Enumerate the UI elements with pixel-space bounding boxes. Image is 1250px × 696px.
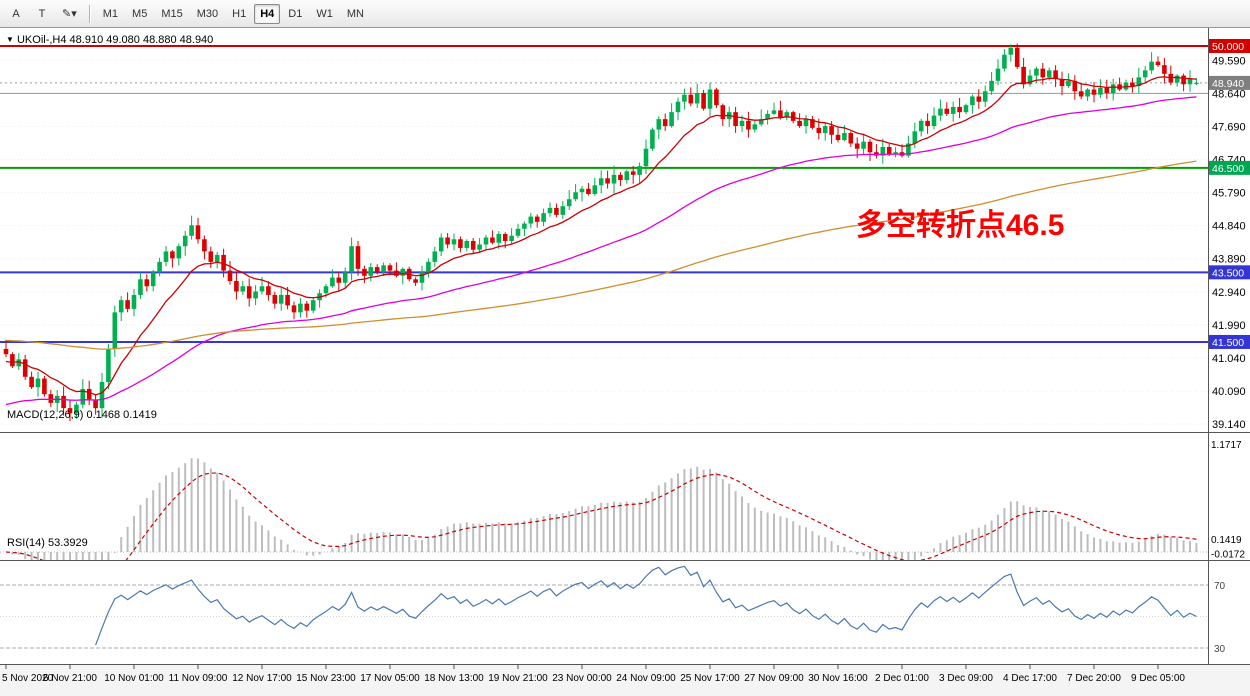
svg-text:44.840: 44.840	[1212, 221, 1246, 233]
price-chart[interactable]: 49.59048.64047.69046.74045.79044.84043.8…	[0, 28, 1250, 696]
symbol-marker-icon: ▼	[6, 35, 14, 44]
svg-text:25 Nov 17:00: 25 Nov 17:00	[680, 673, 740, 684]
toolbar: A T ✎▾ M1 M5 M15 M30 H1 H4 D1 W1 MN	[0, 0, 1250, 28]
svg-text:70: 70	[1214, 581, 1226, 592]
svg-text:9 Dec 05:00: 9 Dec 05:00	[1131, 673, 1185, 684]
svg-text:47.690: 47.690	[1212, 121, 1246, 133]
svg-text:4 Dec 17:00: 4 Dec 17:00	[1003, 673, 1057, 684]
quote-text: UKOil-,H4 48.910 49.080 48.880 48.940	[16, 34, 214, 46]
svg-text:40.090: 40.090	[1212, 386, 1246, 398]
price-pane	[0, 43, 1208, 425]
svg-text:45.790: 45.790	[1212, 188, 1246, 200]
timeframe-d1-button[interactable]: D1	[282, 4, 308, 24]
svg-text:15 Nov 23:00: 15 Nov 23:00	[296, 673, 356, 684]
timeframe-m1-button[interactable]: M1	[97, 4, 124, 24]
svg-text:41.990: 41.990	[1212, 320, 1246, 332]
svg-text:6 Nov 21:00: 6 Nov 21:00	[43, 673, 97, 684]
svg-text:49.590: 49.590	[1212, 55, 1246, 67]
quote-header: ▼ UKOil-,H4 48.910 49.080 48.880 48.940	[6, 34, 213, 46]
timeframe-mn-button[interactable]: MN	[341, 4, 370, 24]
svg-text:46.500: 46.500	[1212, 163, 1244, 175]
ma-55-line	[5, 96, 1197, 406]
svg-text:48.940: 48.940	[1212, 78, 1244, 90]
svg-text:2 Dec 01:00: 2 Dec 01:00	[875, 673, 929, 684]
svg-text:17 Nov 05:00: 17 Nov 05:00	[360, 673, 420, 684]
svg-text:7 Dec 20:00: 7 Dec 20:00	[1067, 673, 1121, 684]
svg-text:10 Nov 01:00: 10 Nov 01:00	[104, 673, 164, 684]
rsi-indicator-label: RSI(14) 53.3929	[7, 537, 88, 549]
draw-tool-button[interactable]: ✎▾	[56, 4, 83, 24]
toolbar-separator	[88, 4, 91, 23]
ma-160-line	[5, 160, 1197, 350]
rsi-line	[95, 565, 1197, 646]
timeframe-m15-button[interactable]: M15	[155, 4, 188, 24]
svg-text:30: 30	[1214, 644, 1226, 655]
tool-button-group: A T ✎▾	[4, 4, 83, 24]
svg-text:3 Dec 09:00: 3 Dec 09:00	[939, 673, 993, 684]
svg-text:0.1419: 0.1419	[1211, 535, 1242, 546]
timeframe-group: M1 M5 M15 M30 H1 H4 D1 W1 MN	[97, 3, 370, 24]
timeframe-m30-button[interactable]: M30	[191, 4, 224, 24]
price-scale[interactable]: 49.59048.64047.69046.74045.79044.84043.8…	[1209, 39, 1250, 655]
svg-text:11 Nov 09:00: 11 Nov 09:00	[169, 673, 228, 684]
cursor-tool-button[interactable]: A	[4, 4, 28, 24]
svg-text:24 Nov 09:00: 24 Nov 09:00	[616, 673, 676, 684]
svg-text:19 Nov 21:00: 19 Nov 21:00	[488, 673, 548, 684]
svg-text:18 Nov 13:00: 18 Nov 13:00	[424, 673, 484, 684]
svg-text:30 Nov 16:00: 30 Nov 16:00	[808, 673, 868, 684]
svg-text:1.1717: 1.1717	[1211, 440, 1242, 451]
svg-text:39.140: 39.140	[1212, 419, 1246, 431]
macd-pane	[0, 458, 1208, 560]
timeframe-w1-button[interactable]: W1	[310, 4, 339, 24]
chart-area: 49.590 48.640 47.690 46.740 45.790 44.840 43.8…	[0, 28, 1250, 696]
svg-text:41.040: 41.040	[1212, 353, 1246, 365]
rsi-pane	[0, 565, 1208, 649]
svg-text:48.640: 48.640	[1212, 88, 1246, 100]
text-tool-button[interactable]: T	[30, 4, 54, 24]
timeframe-m5-button[interactable]: M5	[126, 4, 153, 24]
svg-text:23 Nov 00:00: 23 Nov 00:00	[552, 673, 612, 684]
candlesticks	[3, 43, 1199, 422]
svg-text:-0.0172: -0.0172	[1211, 550, 1245, 561]
svg-text:27 Nov 09:00: 27 Nov 09:00	[744, 673, 804, 684]
svg-text:43.500: 43.500	[1212, 267, 1244, 279]
svg-text:50.000: 50.000	[1212, 41, 1244, 53]
svg-text:41.500: 41.500	[1212, 337, 1244, 349]
price-annotation: 多空转折点46.5	[856, 209, 1065, 242]
macd-histogram	[11, 458, 1198, 560]
macd-indicator-label: MACD(12,26,9) 0.1468 0.1419	[7, 409, 157, 421]
svg-text:12 Nov 17:00: 12 Nov 17:00	[232, 673, 292, 684]
svg-text:5 Nov 2020: 5 Nov 2020	[2, 673, 54, 684]
timeframe-h1-button[interactable]: H1	[226, 4, 252, 24]
svg-text:43.890: 43.890	[1212, 254, 1246, 266]
svg-text:42.940: 42.940	[1212, 287, 1246, 299]
ma-12-line	[5, 76, 1197, 396]
timeframe-h4-button[interactable]: H4	[254, 3, 281, 24]
